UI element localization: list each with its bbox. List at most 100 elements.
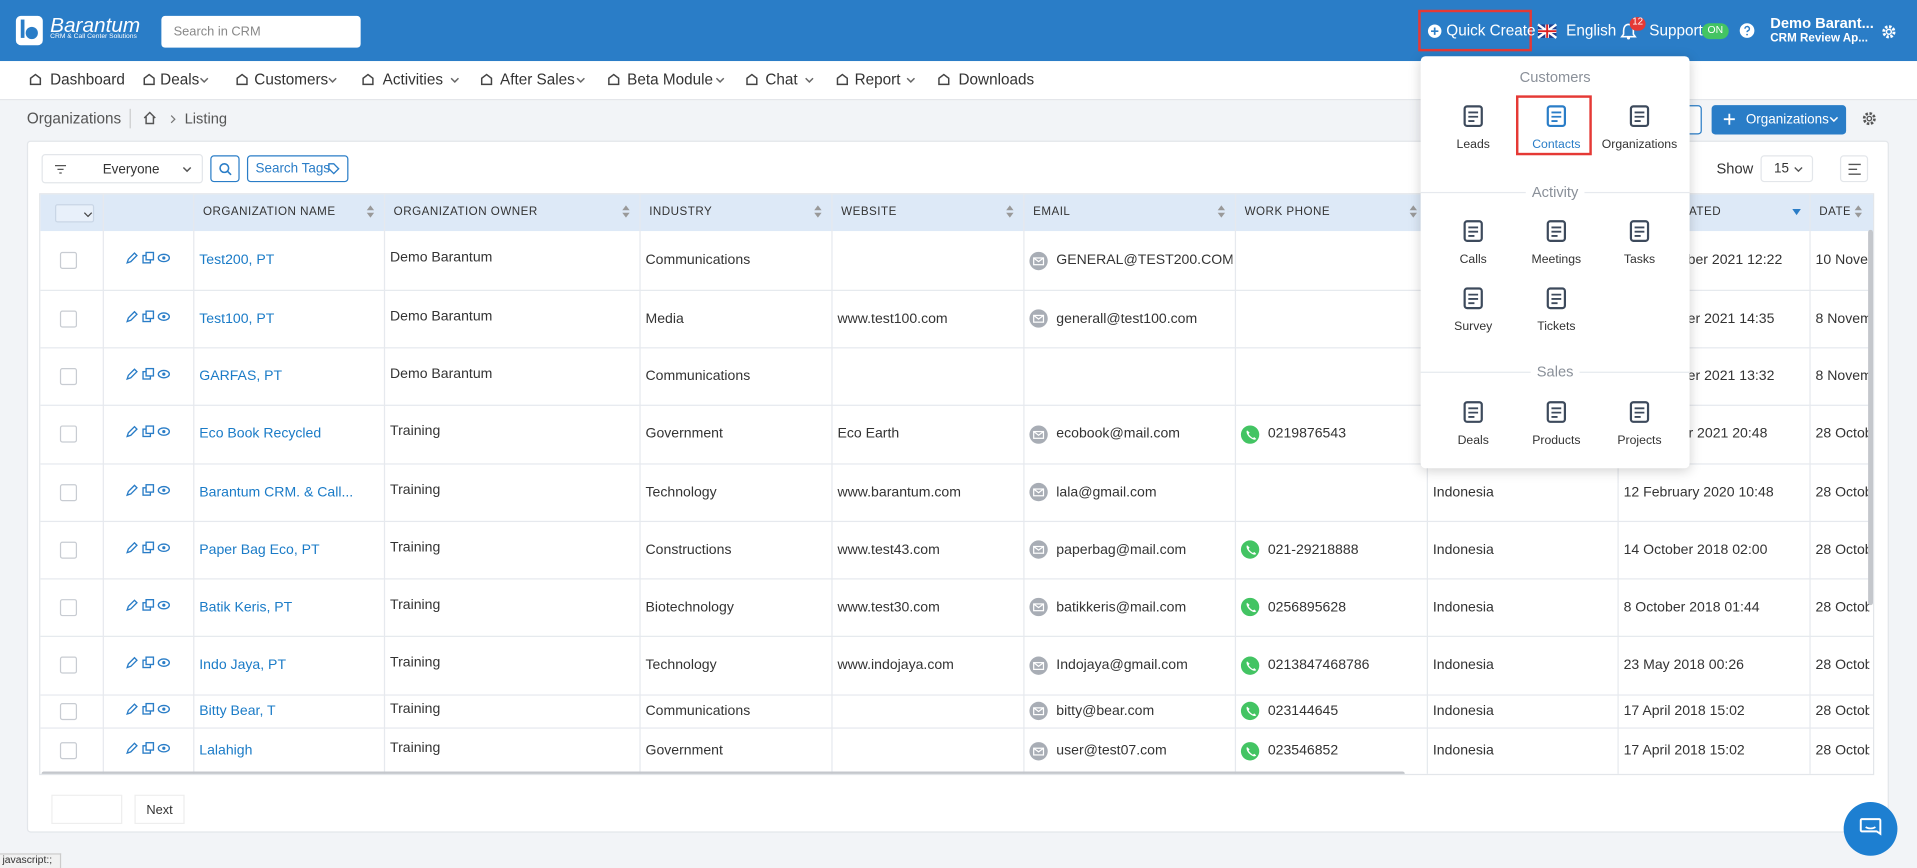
organization-link[interactable]: Paper Bag Eco, PT bbox=[199, 542, 320, 557]
menu-item[interactable]: Calls bbox=[1459, 253, 1487, 267]
organization-link[interactable]: Batik Keris, PT bbox=[199, 599, 293, 615]
search-button[interactable] bbox=[210, 155, 240, 183]
row-border bbox=[40, 578, 1873, 580]
menu-item[interactable]: Deals bbox=[1457, 434, 1489, 448]
nav-item[interactable]: Activities bbox=[382, 70, 443, 89]
column-border bbox=[1023, 194, 1025, 774]
nav-item[interactable]: Chat bbox=[765, 70, 798, 89]
nav-icon bbox=[938, 73, 950, 86]
column-border bbox=[193, 194, 195, 774]
icon-part bbox=[157, 427, 170, 436]
row-checkbox[interactable] bbox=[59, 742, 78, 760]
menu-item[interactable]: Products bbox=[1532, 434, 1581, 448]
search-tags: Search Tags bbox=[255, 161, 331, 177]
cell-text: 28 October bbox=[1815, 426, 1870, 442]
column-header[interactable]: DATE MODIFIED bbox=[1819, 205, 1850, 219]
cell-text: user@test07.com bbox=[1056, 743, 1167, 758]
row-checkbox[interactable] bbox=[59, 483, 78, 501]
menu-item[interactable]: Survey bbox=[1454, 320, 1493, 334]
organization-link[interactable]: GARFAS, PT bbox=[199, 368, 283, 384]
icon-part bbox=[362, 73, 374, 86]
row-border bbox=[40, 347, 1873, 349]
row-checkbox[interactable] bbox=[59, 702, 78, 720]
chat-launcher[interactable] bbox=[1843, 802, 1898, 856]
row-checkbox[interactable] bbox=[59, 656, 78, 674]
support-status: ON bbox=[1707, 22, 1724, 35]
column-header[interactable]: WEBSITE bbox=[841, 205, 897, 219]
nav-item[interactable]: Beta Module bbox=[627, 70, 713, 89]
menu-item[interactable]: Projects bbox=[1617, 434, 1662, 448]
organization-link[interactable]: Lalahigh bbox=[199, 743, 253, 758]
nav-item[interactable]: Downloads bbox=[958, 70, 1035, 89]
user-name[interactable]: Demo Barant... bbox=[1770, 14, 1874, 32]
cell-text: www.indojaya.com bbox=[837, 657, 954, 673]
cell-text: 0219876543 bbox=[1267, 426, 1347, 442]
cell-text: Training bbox=[390, 539, 441, 555]
organization-link[interactable]: Indo Jaya, PT bbox=[199, 657, 287, 673]
organization-link[interactable]: Eco Book Recycled bbox=[199, 426, 322, 442]
menu-item[interactable]: Meetings bbox=[1531, 253, 1582, 267]
icon-part bbox=[1862, 112, 1876, 126]
row-checkbox[interactable] bbox=[59, 367, 78, 385]
nav-item[interactable]: Report bbox=[854, 70, 901, 89]
menu-item-icon bbox=[1546, 287, 1567, 310]
icon-part bbox=[814, 205, 822, 218]
organization-link[interactable]: Test100, PT bbox=[199, 311, 275, 326]
column-header[interactable]: ORGANIZATION OWNER bbox=[393, 205, 538, 219]
icon-part bbox=[1848, 163, 1861, 175]
row-actions bbox=[126, 742, 170, 755]
breadcrumb-sep bbox=[170, 115, 176, 124]
support[interactable]: Support bbox=[1649, 22, 1703, 40]
menu-item[interactable]: Tickets bbox=[1537, 320, 1576, 334]
icon-part bbox=[126, 252, 138, 264]
nav-item[interactable]: Customers bbox=[254, 70, 329, 89]
page-size-select[interactable]: 15 bbox=[1760, 155, 1814, 183]
column-header[interactable]: ORGANIZATION NAME bbox=[202, 205, 336, 219]
organization-link[interactable]: Barantum CRM. & Call... bbox=[199, 484, 354, 500]
icon-part bbox=[162, 746, 166, 750]
column-border bbox=[1617, 194, 1619, 774]
icon-part bbox=[126, 742, 138, 755]
selected-highlight bbox=[1515, 95, 1592, 156]
row-checkbox[interactable] bbox=[59, 598, 78, 616]
menu-item[interactable]: Contacts bbox=[1532, 138, 1581, 152]
row-checkbox[interactable] bbox=[59, 251, 78, 269]
icon-part bbox=[1033, 256, 1044, 262]
icon-part bbox=[1033, 747, 1044, 753]
select-all[interactable] bbox=[55, 204, 95, 223]
search-tags-button[interactable]: Search Tags bbox=[246, 155, 349, 183]
add-organization-button[interactable]: Organizations bbox=[1711, 105, 1847, 135]
nav-item[interactable]: Dashboard bbox=[50, 70, 125, 89]
pagination-next[interactable]: Next bbox=[134, 794, 185, 825]
row-actions bbox=[126, 425, 170, 438]
icon-part bbox=[55, 165, 67, 174]
menu-item[interactable]: Tasks bbox=[1623, 253, 1656, 267]
search-input[interactable]: Search in CRM bbox=[161, 15, 361, 48]
icon-part bbox=[157, 704, 170, 713]
icon-part bbox=[157, 542, 170, 552]
menu-item[interactable]: Organizations bbox=[1601, 138, 1678, 152]
row-checkbox[interactable] bbox=[59, 540, 78, 559]
nav-item[interactable]: Deals bbox=[160, 70, 200, 89]
cell-text: 28 October bbox=[1815, 657, 1870, 673]
organization-link[interactable]: Bitty Bear, T bbox=[199, 703, 276, 719]
home-icon bbox=[143, 111, 156, 125]
row-checkbox[interactable] bbox=[59, 309, 78, 328]
language[interactable]: English bbox=[1566, 22, 1617, 40]
column-header[interactable]: EMAIL bbox=[1033, 205, 1071, 219]
filter-select[interactable]: Everyone bbox=[41, 154, 203, 184]
organization-link[interactable]: Test200, PT bbox=[199, 253, 275, 268]
column-header[interactable]: WORK PHONE bbox=[1244, 205, 1331, 219]
row-checkbox[interactable] bbox=[59, 425, 78, 443]
menu-item[interactable]: Leads bbox=[1456, 138, 1490, 152]
quick-create-highlight[interactable] bbox=[1418, 9, 1532, 52]
nav-item[interactable]: After Sales bbox=[500, 70, 575, 89]
cell-text: Training bbox=[390, 655, 441, 670]
menu-item-icon bbox=[1463, 287, 1483, 310]
columns-button[interactable] bbox=[1839, 155, 1869, 183]
icon-part bbox=[1551, 226, 1562, 237]
icon-part bbox=[1033, 546, 1044, 551]
icon-part bbox=[1829, 116, 1839, 123]
quick-create[interactable]: Quick Create bbox=[1446, 22, 1536, 40]
column-header[interactable]: INDUSTRY bbox=[649, 205, 713, 219]
